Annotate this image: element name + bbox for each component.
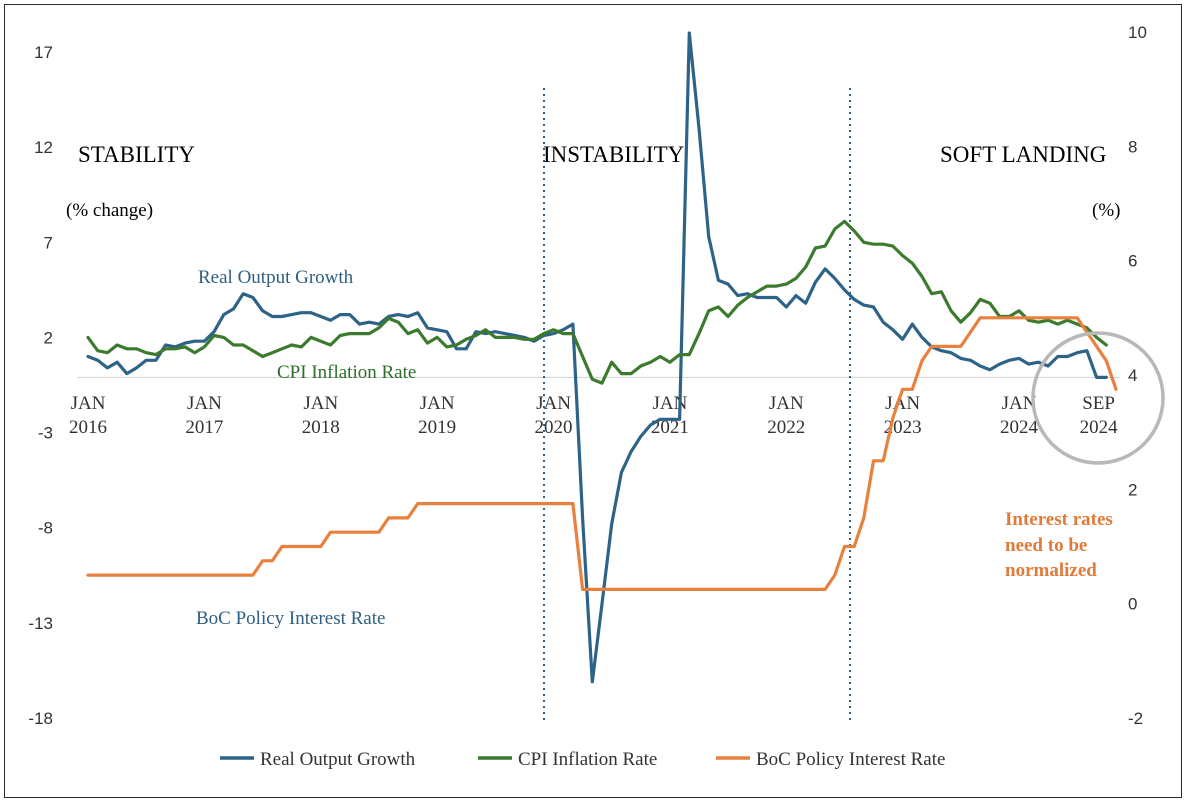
highlight-circle (1031, 331, 1165, 465)
x-tick-month: JAN (769, 393, 804, 414)
right-tick-label: 4 (1128, 366, 1137, 385)
series-lines (86, 31, 1118, 684)
right-tick-label: 8 (1128, 137, 1137, 156)
left-tick-label: -8 (38, 519, 53, 538)
x-tick-year: 2022 (767, 417, 805, 438)
left-axis-unit-label: (% change) (66, 200, 153, 221)
x-tick-year: 2017 (185, 417, 223, 438)
right-tick-label: 6 (1128, 252, 1137, 271)
right-axis-ticks: 10 8 6 4 2 0 -2 (1128, 23, 1147, 728)
left-tick-label: 12 (34, 138, 53, 157)
cpi-inflation-annotation: CPI Inflation Rate (277, 362, 416, 383)
series-line-real-output-growth (86, 31, 1108, 684)
left-axis-ticks: 17 12 7 2 -3 -8 -13 -18 (28, 43, 53, 728)
left-tick-label: 17 (34, 43, 53, 62)
normalization-note-line-2: need to be (1005, 535, 1087, 556)
x-tick-year: 2020 (535, 417, 573, 438)
series-line-cpi-inflation-rate (86, 219, 1108, 385)
left-tick-label: -18 (28, 709, 53, 728)
right-axis-unit-label: (%) (1092, 200, 1120, 221)
boc-rate-annotation: BoC Policy Interest Rate (196, 608, 385, 629)
legend: Real Output Growth CPI Inflation Rate BoC … (220, 749, 945, 770)
x-axis-ticks: JAN 2016 JAN 2017 JAN 2018 JAN 2019 JAN 2020 JAN 20… (69, 393, 1118, 438)
legend-label: BoC Policy Interest Rate (756, 749, 945, 770)
x-tick-year: 2024 (1080, 417, 1119, 438)
left-tick-label: -13 (28, 614, 53, 633)
left-tick-label: 7 (44, 233, 53, 252)
region-label-instability: INSTABILITY (543, 142, 685, 167)
x-tick-month: JAN (187, 393, 222, 414)
x-tick-year: 2019 (418, 417, 456, 438)
x-tick-month: JAN (652, 393, 687, 414)
x-tick-month: JAN (885, 393, 920, 414)
region-label-stability: STABILITY (78, 142, 195, 167)
x-tick-month: JAN (71, 393, 106, 414)
real-output-growth-annotation: Real Output Growth (198, 267, 354, 288)
x-tick-year: 2024 (1000, 417, 1039, 438)
right-tick-label: 2 (1128, 480, 1137, 499)
region-label-soft-landing: SOFT LANDING (940, 142, 1106, 167)
right-tick-label: 0 (1128, 595, 1137, 614)
legend-label: Real Output Growth (260, 749, 416, 770)
x-tick-year: 2016 (69, 417, 107, 438)
series-line-boc-policy-interest-rate (86, 316, 1118, 591)
left-tick-label: -3 (38, 424, 53, 443)
x-tick-month: JAN (1002, 393, 1037, 414)
x-tick-month: JAN (303, 393, 338, 414)
normalization-note-line-3: normalized (1005, 560, 1097, 581)
left-tick-label: 2 (44, 328, 53, 347)
x-tick-year: 2018 (302, 417, 340, 438)
right-tick-label: -2 (1128, 709, 1143, 728)
legend-label: CPI Inflation Rate (518, 749, 657, 770)
normalization-note-line-1: Interest rates (1005, 509, 1113, 530)
right-tick-label: 10 (1128, 23, 1147, 42)
x-tick-month: JAN (536, 393, 571, 414)
x-tick-month: JAN (420, 393, 455, 414)
x-tick-year: 2021 (651, 417, 689, 438)
x-tick-month: SEP (1082, 393, 1115, 414)
